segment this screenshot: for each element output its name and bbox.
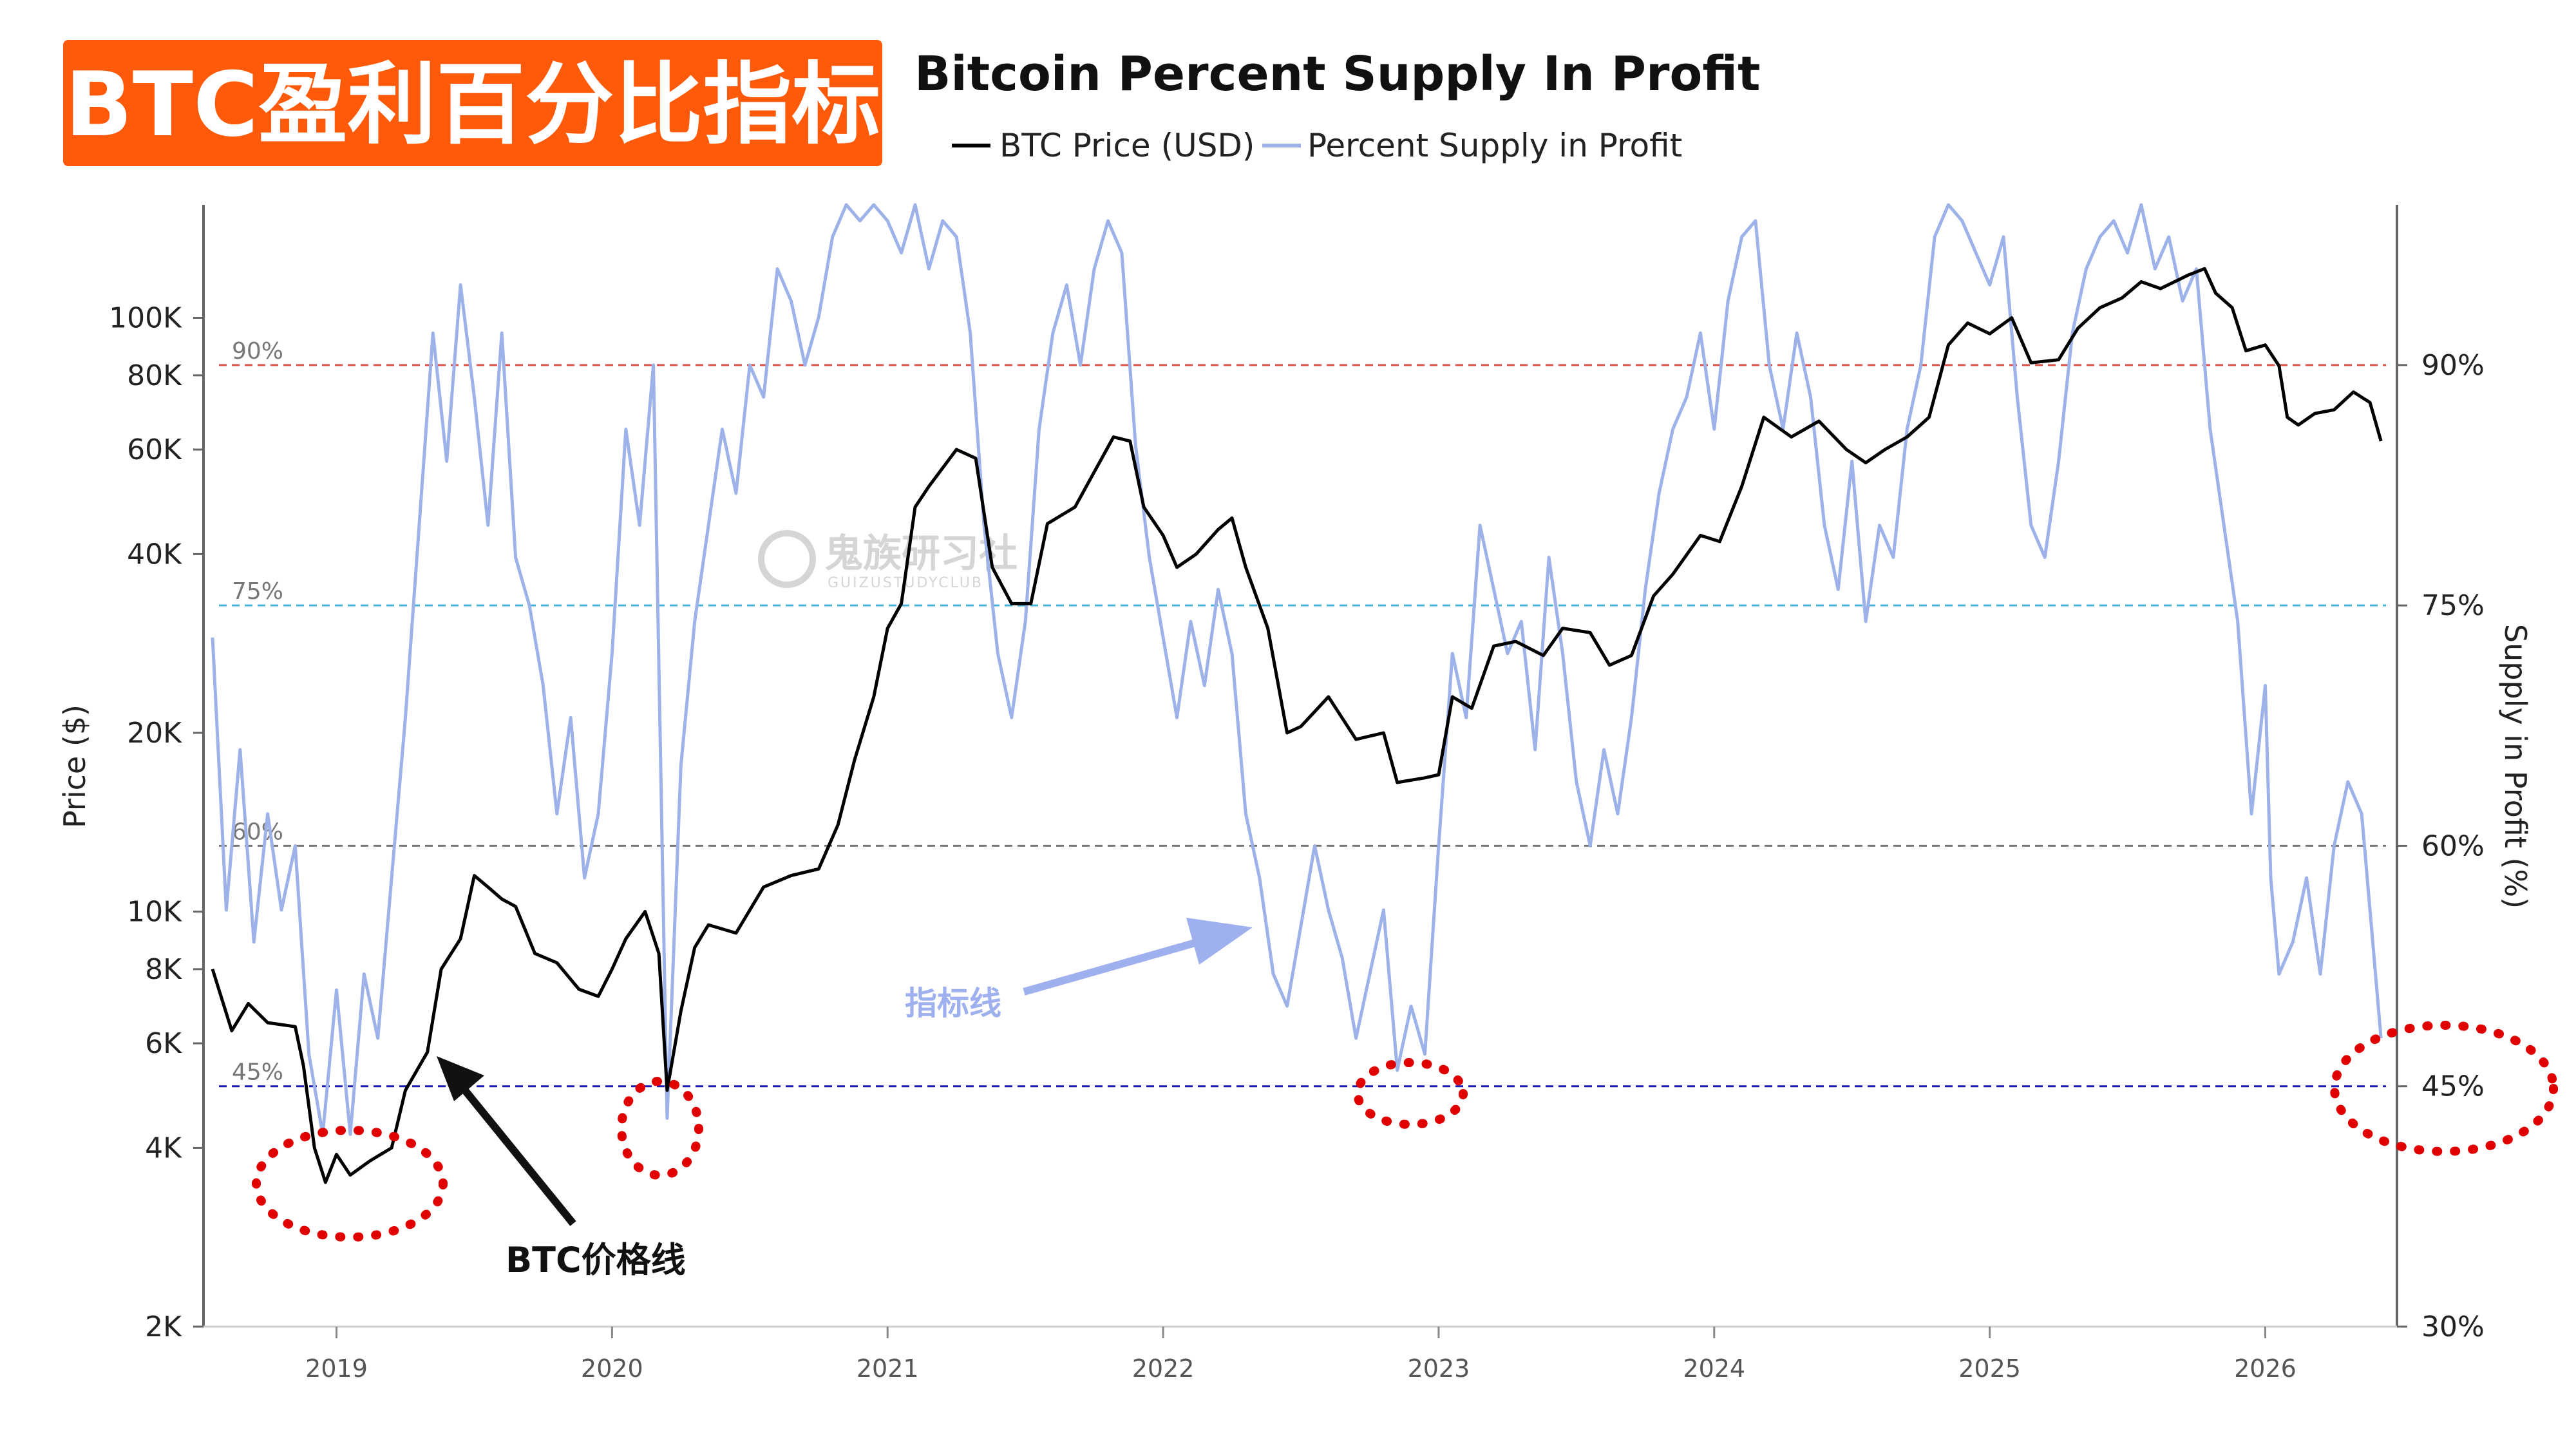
y-tick-label: 6K: [145, 1027, 182, 1060]
x-tick-label: 2025: [1958, 1354, 2021, 1383]
series-lines: [211, 203, 2383, 1184]
indicator-line-annotation: 指标线: [905, 918, 1253, 1022]
x-axis-ticks: 2019 2020 2021 2022 2023 2024 2025 2026: [305, 1327, 2297, 1383]
highlight-circle-2022: [1353, 1058, 1468, 1129]
chart-title: Bitcoin Percent Supply In Profit: [914, 46, 1761, 102]
y-tick-label: 40K: [127, 538, 182, 571]
y-axis-label: Price ($): [57, 705, 92, 828]
y2-axis-label: Supply in Profit (%): [2498, 624, 2533, 909]
x-tick-label: 2020: [581, 1354, 643, 1383]
title-badge: BTC盈利百分比指标: [63, 40, 882, 166]
legend-price-label: BTC Price (USD): [999, 127, 1255, 164]
y-tick-label: 60K: [127, 433, 182, 466]
indicator-arrow-head-icon: [1186, 918, 1253, 965]
watermark: 鬼族研习社 GUIZUSTUDYCLUB: [758, 530, 1018, 591]
x-tick-label: 2026: [2234, 1354, 2297, 1383]
highlight-circle-2019: [252, 1126, 448, 1242]
legend-supply-label: Percent Supply in Profit: [1307, 127, 1682, 164]
y-tick-label: 10K: [127, 896, 182, 929]
y2-axis-ticks: 30% 45% 60% 75% 90%: [2397, 349, 2485, 1343]
highlight-circle-2026: [2330, 1021, 2558, 1156]
y2-tick-label: 30%: [2421, 1311, 2485, 1343]
y2-tick-label: 45%: [2421, 1070, 2485, 1103]
legend: BTC Price (USD) Percent Supply in Profit: [952, 127, 1682, 164]
title-badge-background: [63, 40, 882, 166]
title-badge-text: BTC盈利百分比指标: [65, 53, 881, 156]
y-tick-label: 8K: [145, 953, 182, 986]
y-tick-label: 4K: [145, 1132, 182, 1164]
reference-label-75: 75%: [232, 578, 283, 605]
bottom-highlights: [252, 1021, 2558, 1242]
supply-in-profit-line: [211, 203, 2383, 1136]
reference-lines: 90% 75% 60% 45%: [219, 338, 2386, 1088]
x-tick-label: 2024: [1683, 1354, 1745, 1383]
x-tick-label: 2021: [857, 1354, 919, 1383]
y-tick-label: 2K: [145, 1311, 182, 1343]
y2-tick-label: 90%: [2421, 349, 2485, 382]
reference-label-45: 45%: [232, 1059, 283, 1086]
y-tick-label: 80K: [127, 359, 182, 392]
y-tick-label: 100K: [109, 301, 182, 334]
price-line-label: BTC价格线: [506, 1240, 686, 1280]
watermark-logo-icon: [758, 530, 816, 588]
reference-label-90: 90%: [232, 338, 283, 365]
highlight-circle-2020: [617, 1077, 703, 1180]
y2-tick-label: 75%: [2421, 589, 2485, 622]
x-tick-label: 2019: [305, 1354, 368, 1383]
price-arrow-head-icon: [437, 1056, 484, 1101]
btc-price-line: [211, 267, 2383, 1184]
y2-tick-label: 60%: [2421, 829, 2485, 862]
y-tick-label: 20K: [127, 717, 182, 750]
indicator-arrow-shaft: [1023, 936, 1206, 996]
y-axis-ticks: 2K 4K 6K 8K 10K 20K 40K 60K 80K 100K: [109, 301, 204, 1343]
reference-label-60: 60%: [232, 819, 283, 845]
x-tick-label: 2023: [1408, 1354, 1470, 1383]
price-line-annotation: BTC价格线: [437, 1056, 686, 1280]
indicator-line-label: 指标线: [905, 985, 1001, 1022]
price-arrow-shaft: [462, 1088, 576, 1226]
x-tick-label: 2022: [1132, 1354, 1195, 1383]
